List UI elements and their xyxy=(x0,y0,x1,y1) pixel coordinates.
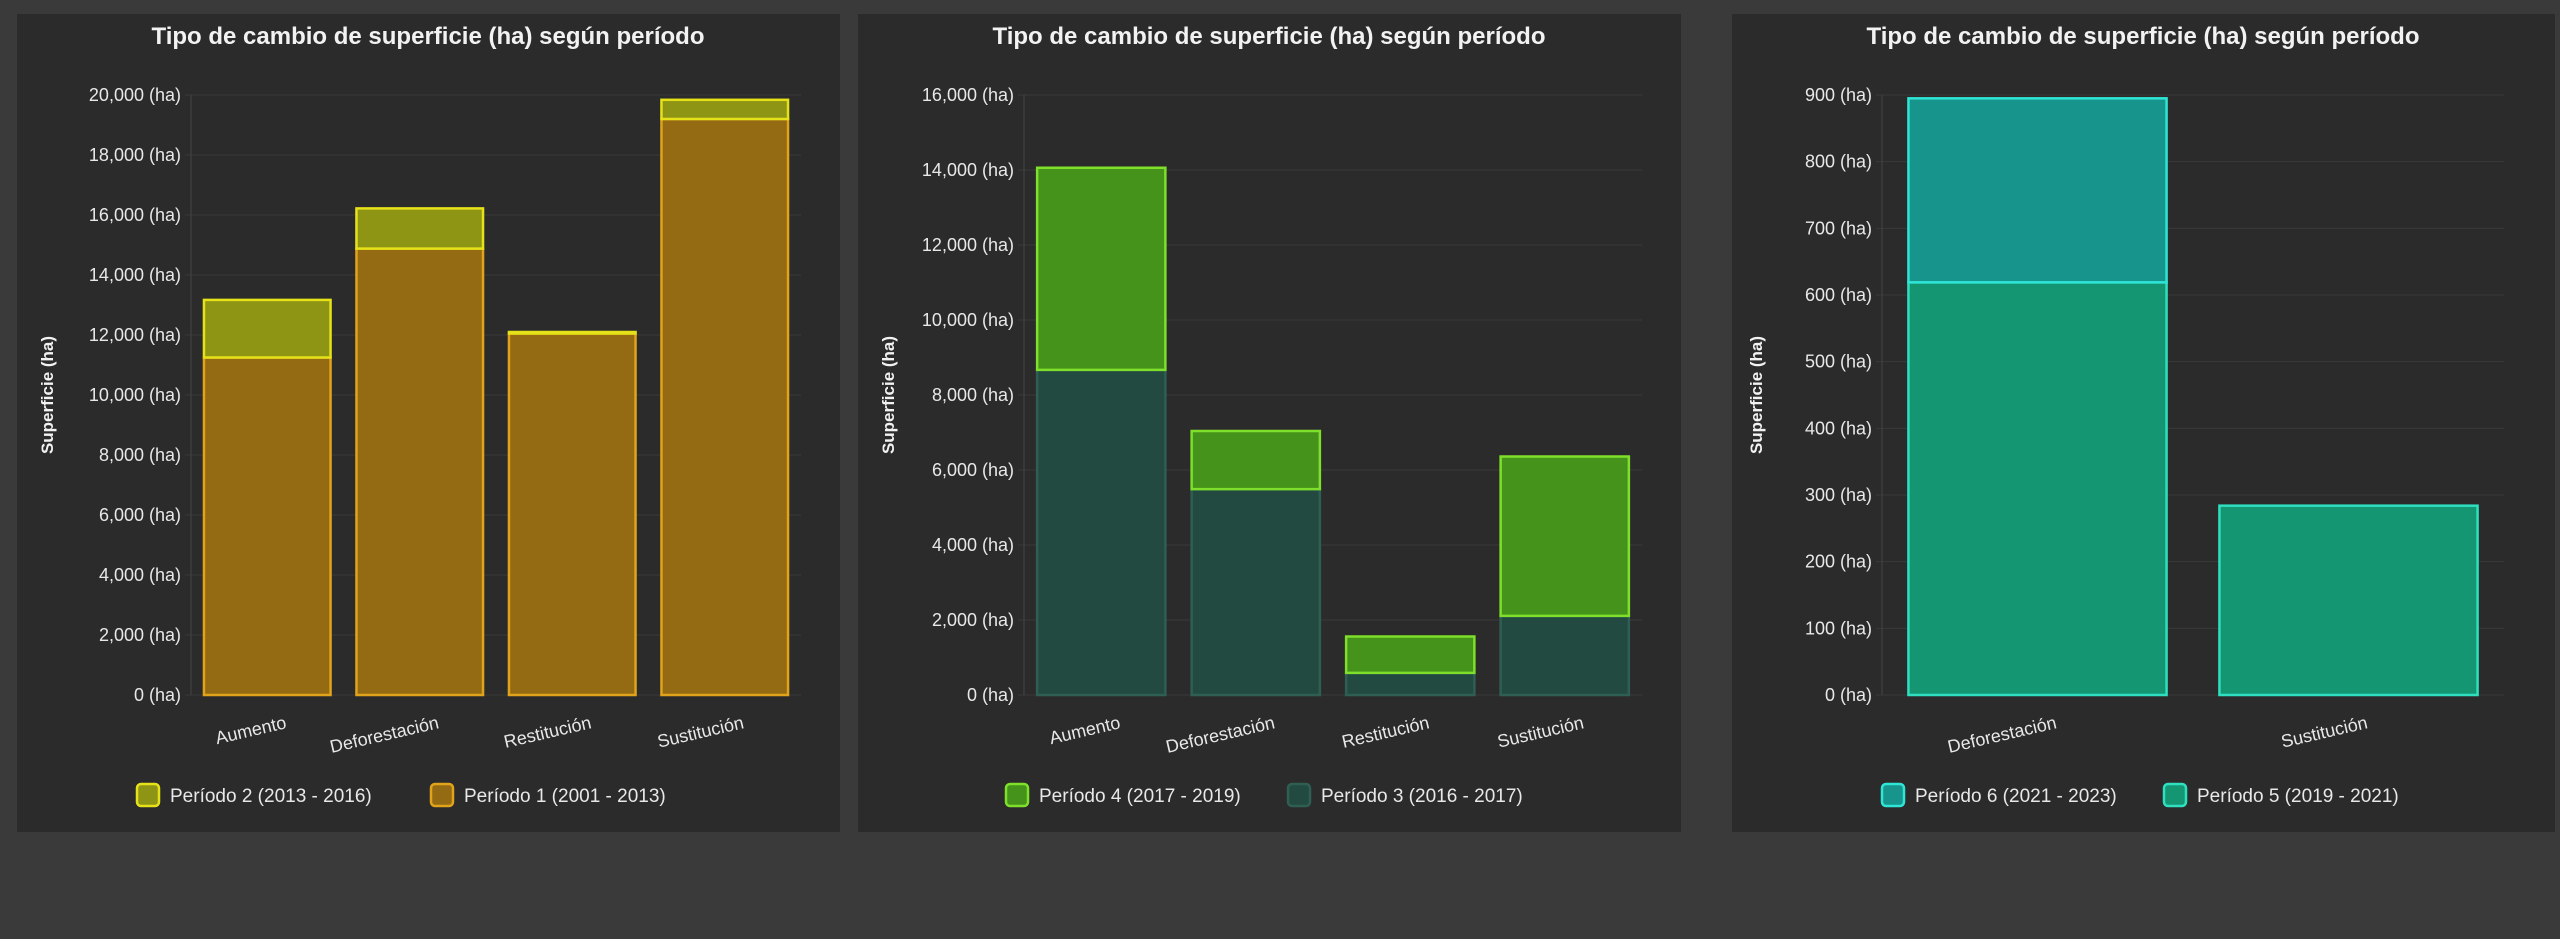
y-tick-label: 8,000 (ha) xyxy=(99,445,181,465)
bar-deforestacin-series-1 xyxy=(1190,487,1322,697)
legend-label: Período 3 (2016 - 2017) xyxy=(1321,786,1523,807)
bar-sustitucin-series-1 xyxy=(1499,614,1631,697)
chart-svg: Tipo de cambio de superficie (ha) según … xyxy=(1747,23,2504,808)
legend-label: Período 5 (2019 - 2021) xyxy=(2197,786,2399,807)
bar-sustitucin-series-2 xyxy=(660,98,790,121)
chart-panel-periods-5-6: Tipo de cambio de superficie (ha) según … xyxy=(1732,14,2555,832)
legend-label: Período 2 (2013 - 2016) xyxy=(170,786,372,807)
x-tick-label: Deforestación xyxy=(1164,712,1277,756)
y-tick-label: 12,000 (ha) xyxy=(89,325,181,345)
chart-title: Tipo de cambio de superficie (ha) según … xyxy=(1867,23,2420,50)
bar-restitucin-series-1 xyxy=(1344,671,1476,697)
y-tick-label: 10,000 (ha) xyxy=(922,310,1014,330)
y-tick-label: 600 (ha) xyxy=(1805,285,1872,305)
y-tick-label: 14,000 (ha) xyxy=(922,160,1014,180)
chart-panel-periods-1-2: Tipo de cambio de superficie (ha) según … xyxy=(17,14,840,832)
bar-sustitucin-series-2 xyxy=(1499,455,1631,618)
y-tick-label: 300 (ha) xyxy=(1805,485,1872,505)
y-axis-title: Superficie (ha) xyxy=(1747,336,1766,454)
y-tick-label: 4,000 (ha) xyxy=(932,535,1014,555)
y-tick-label: 10,000 (ha) xyxy=(89,385,181,405)
y-tick-label: 6,000 (ha) xyxy=(99,505,181,525)
y-tick-label: 4,000 (ha) xyxy=(99,565,181,585)
bar-aumento-series-2 xyxy=(202,298,332,359)
bar-deforestacin-series-2 xyxy=(1190,429,1322,491)
y-tick-label: 0 (ha) xyxy=(1825,685,1872,705)
chart-title: Tipo de cambio de superficie (ha) según … xyxy=(152,23,705,50)
bar-aumento-series-1 xyxy=(1035,368,1167,697)
bar-deforestacin-series-1 xyxy=(1907,281,2168,697)
y-tick-label: 16,000 (ha) xyxy=(922,85,1014,105)
x-tick-label: Deforestación xyxy=(1946,712,2059,756)
legend-swatch xyxy=(1004,782,1030,808)
y-tick-label: 16,000 (ha) xyxy=(89,205,181,225)
y-tick-label: 2,000 (ha) xyxy=(932,610,1014,630)
x-tick-label: Sustitución xyxy=(1495,712,1585,751)
chart-panel-periods-3-4: Tipo de cambio de superficie (ha) según … xyxy=(858,14,1681,832)
legend-label: Período 1 (2001 - 2013) xyxy=(464,786,666,807)
bar-deforestacin-series-2 xyxy=(1907,97,2168,284)
legend-swatch xyxy=(135,782,161,808)
legend-swatch xyxy=(1880,782,1906,808)
bar-restitucin-series-2 xyxy=(1344,635,1476,675)
y-tick-label: 2,000 (ha) xyxy=(99,625,181,645)
y-tick-label: 0 (ha) xyxy=(967,685,1014,705)
legend-swatch xyxy=(2162,782,2188,808)
y-axis-title: Superficie (ha) xyxy=(38,336,57,454)
bar-sustitucin-series-1 xyxy=(2218,504,2479,697)
y-tick-label: 0 (ha) xyxy=(134,685,181,705)
bar-deforestacin-series-1 xyxy=(355,247,485,697)
legend-label: Período 4 (2017 - 2019) xyxy=(1039,786,1241,807)
y-tick-label: 400 (ha) xyxy=(1805,418,1872,438)
legend-swatch xyxy=(1286,782,1312,808)
bar-aumento-series-2 xyxy=(1035,166,1167,372)
x-tick-label: Restitución xyxy=(1340,712,1431,752)
y-tick-label: 100 (ha) xyxy=(1805,618,1872,638)
chart-svg: Tipo de cambio de superficie (ha) según … xyxy=(38,23,801,808)
chart-title: Tipo de cambio de superficie (ha) según … xyxy=(993,23,1546,50)
y-axis-title: Superficie (ha) xyxy=(879,336,898,454)
y-tick-label: 200 (ha) xyxy=(1805,552,1872,572)
y-tick-label: 8,000 (ha) xyxy=(932,385,1014,405)
y-tick-label: 6,000 (ha) xyxy=(932,460,1014,480)
y-tick-label: 18,000 (ha) xyxy=(89,145,181,165)
bar-restitucin-series-2 xyxy=(507,330,637,335)
x-tick-label: Aumento xyxy=(1047,712,1122,748)
legend-label: Período 6 (2021 - 2023) xyxy=(1915,786,2117,807)
legend-swatch xyxy=(429,782,455,808)
bar-aumento-series-1 xyxy=(202,356,332,697)
y-tick-label: 500 (ha) xyxy=(1805,352,1872,372)
y-tick-label: 20,000 (ha) xyxy=(89,85,181,105)
bar-deforestacin-series-2 xyxy=(355,207,485,250)
x-tick-label: Sustitución xyxy=(655,712,745,751)
y-tick-label: 800 (ha) xyxy=(1805,152,1872,172)
x-tick-label: Deforestación xyxy=(328,712,441,756)
x-tick-label: Sustitución xyxy=(2279,712,2369,751)
chart-svg: Tipo de cambio de superficie (ha) según … xyxy=(879,23,1642,808)
y-tick-label: 14,000 (ha) xyxy=(89,265,181,285)
x-tick-label: Restitución xyxy=(502,712,593,752)
bar-restitucin-series-1 xyxy=(507,332,637,697)
bar-sustitucin-series-1 xyxy=(660,117,790,697)
y-tick-label: 700 (ha) xyxy=(1805,218,1872,238)
x-tick-label: Aumento xyxy=(213,712,288,748)
y-tick-label: 12,000 (ha) xyxy=(922,235,1014,255)
y-tick-label: 900 (ha) xyxy=(1805,85,1872,105)
